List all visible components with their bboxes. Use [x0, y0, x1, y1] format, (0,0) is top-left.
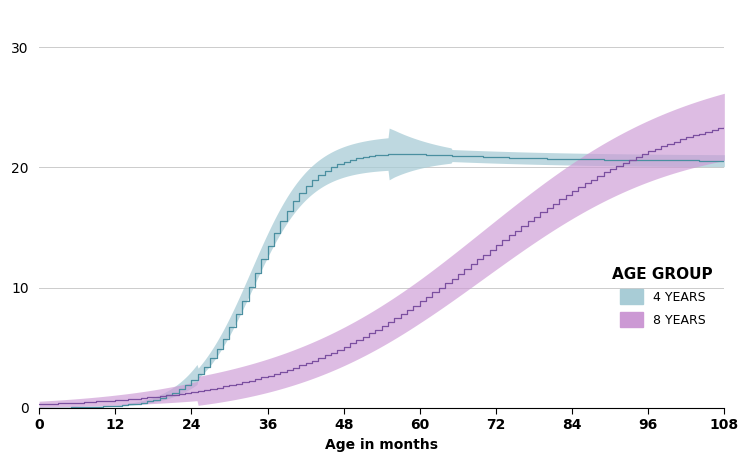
- X-axis label: Age in months: Age in months: [326, 438, 438, 452]
- Legend: 4 YEARS, 8 YEARS: 4 YEARS, 8 YEARS: [608, 262, 718, 332]
